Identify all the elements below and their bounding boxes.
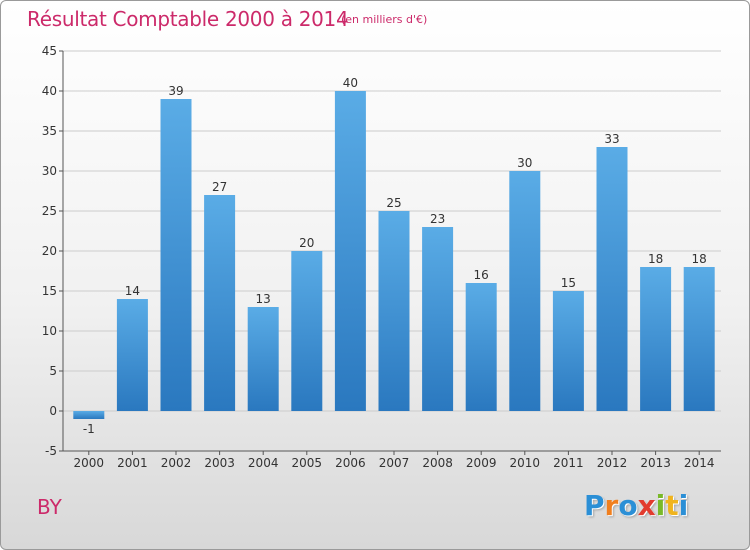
- data-label: 18: [648, 252, 663, 266]
- data-label: 39: [168, 84, 183, 98]
- y-tick-label: 5: [49, 364, 57, 378]
- y-tick-label: 40: [42, 84, 57, 98]
- bar: [204, 195, 236, 411]
- bar: [683, 267, 715, 411]
- logo-letter: r: [604, 489, 619, 522]
- chart-subtitle: (en milliers d'€): [341, 13, 428, 26]
- logo-letter: x: [637, 489, 656, 522]
- x-tick-label: 2014: [684, 456, 715, 470]
- bar: [378, 211, 410, 411]
- chart-title: Résultat Comptable 2000 à 2014: [27, 7, 349, 31]
- bar: [291, 251, 323, 411]
- x-tick-label: 2005: [292, 456, 323, 470]
- data-label: 27: [212, 180, 227, 194]
- x-tick-label: 2003: [204, 456, 235, 470]
- y-tick-label: 45: [42, 44, 57, 58]
- logo-letter: t: [665, 489, 679, 522]
- y-tick-label: 25: [42, 204, 57, 218]
- y-tick-label: 35: [42, 124, 57, 138]
- x-tick-label: 2004: [248, 456, 279, 470]
- axes: [62, 51, 721, 455]
- x-tick-label: 2000: [74, 456, 105, 470]
- bar: [465, 283, 497, 411]
- x-tick-label: 2011: [553, 456, 584, 470]
- data-label: -1: [83, 422, 95, 436]
- y-tick-label: 15: [42, 284, 57, 298]
- bar: [640, 267, 672, 411]
- data-label: 13: [256, 292, 271, 306]
- x-tick-label: 2008: [422, 456, 453, 470]
- bar: [73, 411, 105, 419]
- logo-letter: i: [655, 489, 666, 522]
- x-tick-label: 2012: [597, 456, 628, 470]
- bar: [596, 147, 628, 411]
- data-label: 30: [517, 156, 532, 170]
- y-tick-labels: -5 0 5 10 15 20 25 30 35 40 45: [42, 44, 57, 458]
- x-tick-label: 2002: [161, 456, 192, 470]
- bar: [509, 171, 541, 411]
- data-label: 40: [343, 76, 358, 90]
- y-tick-label: 20: [42, 244, 57, 258]
- data-labels: -1 14 39 27 13 20 40 25 23 16 30 15 33 18 18: [83, 76, 707, 436]
- x-tick-label: 2013: [640, 456, 671, 470]
- data-label: 15: [561, 276, 576, 290]
- logo-letter: i: [678, 489, 689, 522]
- bar: [116, 299, 148, 411]
- bar: [552, 291, 584, 411]
- y-tick-label: 0: [49, 404, 57, 418]
- bars: [73, 91, 715, 419]
- data-label: 20: [299, 236, 314, 250]
- logo-letter: o: [618, 489, 638, 522]
- logo-letter: P: [584, 489, 605, 522]
- data-label: 23: [430, 212, 445, 226]
- data-label: 16: [474, 268, 489, 282]
- x-tick-labels: 2000 2001 2002 2003 2004 2005 2006 2007 2008 2009…: [74, 456, 715, 470]
- bar: [160, 99, 192, 411]
- x-tick-label: 2001: [117, 456, 148, 470]
- bar: [247, 307, 279, 411]
- x-tick-label: 2010: [510, 456, 541, 470]
- x-tick-label: 2006: [335, 456, 366, 470]
- data-label: 33: [604, 132, 619, 146]
- x-tick-label: 2007: [379, 456, 410, 470]
- data-label: 25: [386, 196, 401, 210]
- commune-name: BY: [37, 495, 62, 519]
- y-tick-label: 30: [42, 164, 57, 178]
- y-tick-label: -5: [45, 444, 57, 458]
- data-label: 14: [125, 284, 140, 298]
- bar: [422, 227, 454, 411]
- x-tick-label: 2009: [466, 456, 497, 470]
- proxiti-logo: Proxiti: [584, 489, 688, 522]
- bar: [334, 91, 366, 411]
- y-tick-label: 10: [42, 324, 57, 338]
- data-label: 18: [692, 252, 707, 266]
